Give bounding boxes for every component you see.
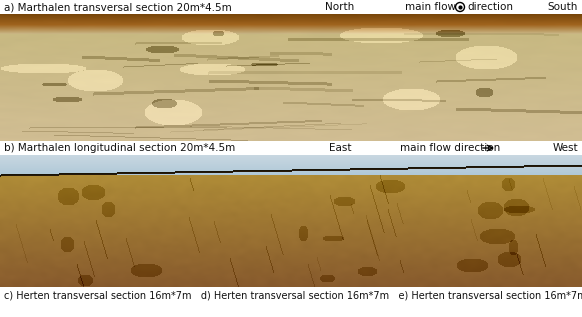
Text: South: South	[548, 2, 578, 12]
Text: b) Marthalen longitudinal section 20m*4.5m: b) Marthalen longitudinal section 20m*4.…	[4, 143, 235, 153]
Text: West: West	[552, 143, 578, 153]
Text: a) Marthalen transversal section 20m*4.5m: a) Marthalen transversal section 20m*4.5…	[4, 2, 232, 12]
Text: East: East	[329, 143, 352, 153]
Text: main flow: main flow	[405, 2, 456, 12]
Text: main flow direction: main flow direction	[400, 143, 501, 153]
Text: North: North	[325, 2, 354, 12]
Text: c) Herten transversal section 16m*7m   d) Herten transversal section 16m*7m   e): c) Herten transversal section 16m*7m d) …	[4, 291, 582, 301]
Text: direction: direction	[467, 2, 513, 12]
